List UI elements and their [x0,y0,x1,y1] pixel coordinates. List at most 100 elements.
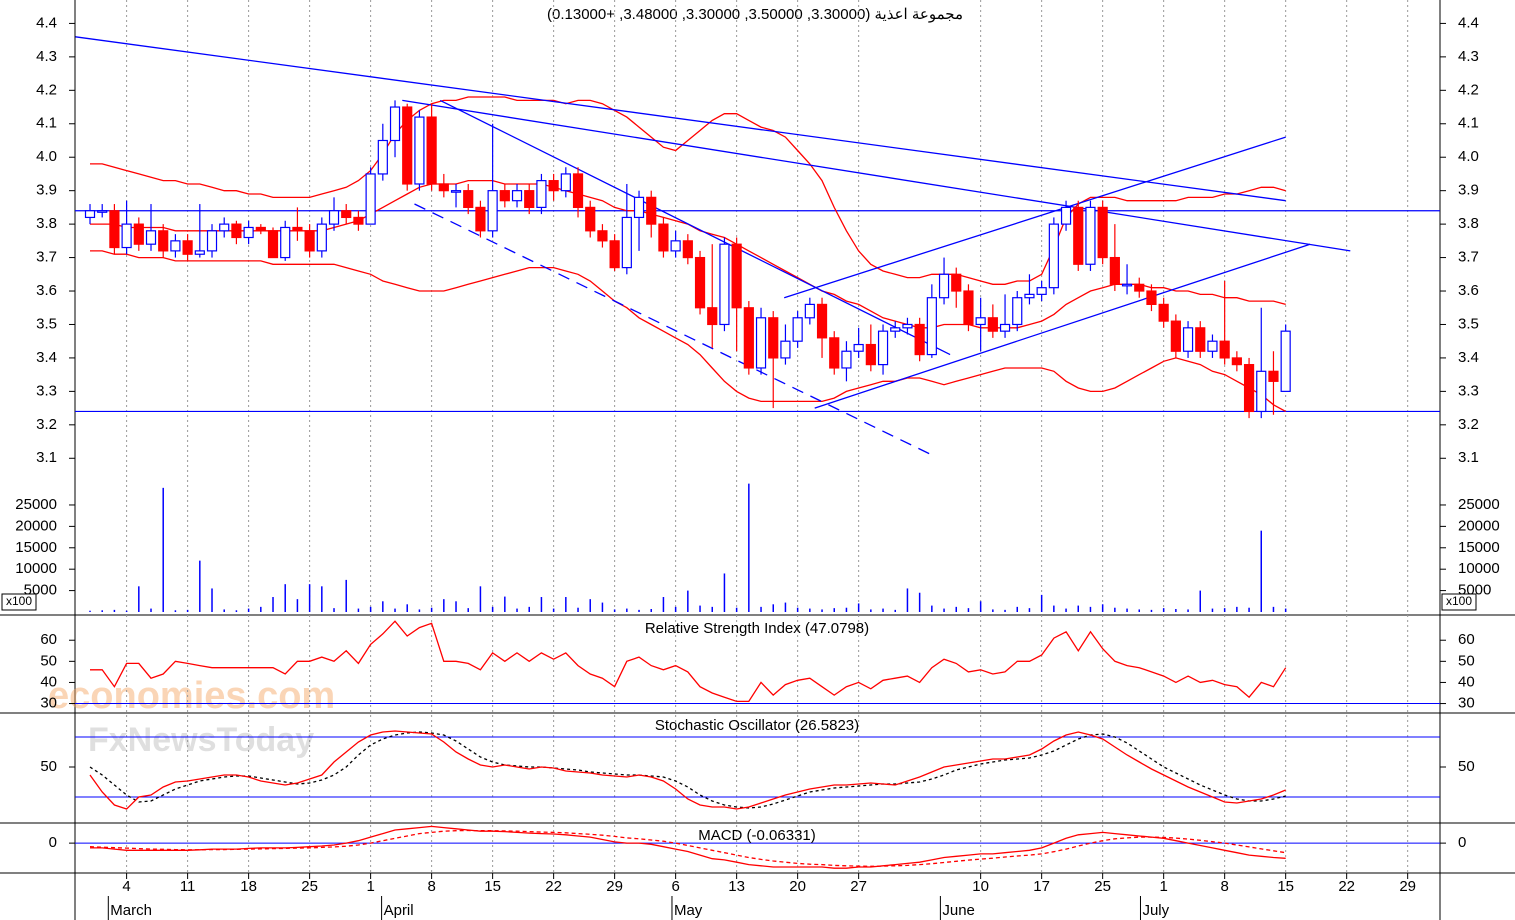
candle-body [1048,223,1059,289]
candle-body [133,223,144,245]
candle-body [292,226,303,232]
candle-body [1195,327,1206,352]
unit-label: x100 [6,594,32,608]
candle-body [145,230,157,245]
y-tick-label: 30 [1458,695,1475,712]
candle-body [377,139,388,175]
candle-body [194,250,205,255]
candle-body [743,307,754,369]
x-tick-label: 11 [180,878,196,895]
candle-body [536,180,547,208]
y-tick-label: 3.2 [1458,416,1479,433]
y-tick-label: 0 [49,834,57,851]
panel-title: Relative Strength Index (47.0798) [645,620,869,637]
x-tick-label: 27 [850,878,867,895]
candle-body [890,327,901,332]
y-tick-label: 3.8 [1458,215,1479,232]
candle-body [780,340,791,359]
y-tick-label: 15000 [15,539,57,556]
unit-label: x100 [1446,594,1472,608]
candle-body [206,230,218,252]
candle-body [365,173,376,225]
candle-body [658,223,669,252]
candle-body [463,190,474,208]
x-tick-label: 29 [1399,878,1416,895]
y-tick-label: 25000 [1458,496,1500,513]
candle-body [1012,297,1023,326]
y-tick-label: 60 [40,631,57,648]
candle-body [572,173,584,208]
candle-body [1134,283,1145,292]
y-tick-label: 20000 [1458,517,1500,534]
candle-body [341,210,352,219]
candle-body [511,190,523,202]
candle-body [182,240,193,255]
candle-body [853,343,864,352]
y-tick-label: 3.4 [1458,349,1479,366]
chart-title: مجموعة اعذية (3.30000, 3.50000, 3.30000,… [547,6,963,23]
candle-body [987,317,998,332]
y-tick-label: 3.5 [1458,315,1479,332]
x-tick-label: 15 [484,878,501,895]
y-tick-label: 4.4 [36,14,57,31]
y-tick-label: 4.2 [36,81,57,98]
candle-body [951,273,962,292]
candle-body [633,196,645,219]
candle-body [682,240,693,259]
candle-body [109,210,120,249]
x-tick-label: 22 [1338,878,1355,895]
x-tick-label: 25 [1094,878,1111,895]
candle-body [402,106,413,185]
y-tick-label: 0 [1458,834,1466,851]
candle-body [1036,287,1047,295]
x-tick-label: 18 [240,878,257,895]
month-label: May [674,902,703,919]
y-tick-label: 10000 [1458,560,1500,577]
y-tick-label: 3.4 [36,349,57,366]
candle-body [158,230,169,252]
unit-box [1441,593,1477,611]
trend-line [814,243,1311,409]
y-tick-label: 3.7 [36,249,57,266]
x-tick-label: 29 [606,878,623,895]
candle-body [219,223,230,232]
candle-body [316,223,327,252]
candle-body [768,317,779,359]
x-tick-label: 22 [545,878,562,895]
y-tick-label: 3.6 [1458,282,1479,299]
y-tick-label: 25000 [15,496,57,513]
y-tick-label: 4.4 [1458,14,1479,31]
x-tick-label: 8 [1220,878,1228,895]
candle-body [938,273,950,299]
candle-body [1182,327,1194,352]
candle-body [328,210,340,225]
x-tick-label: 1 [1159,878,1167,895]
x-tick-label: 8 [427,878,435,895]
candle-body [816,303,828,339]
x-tick-label: 17 [1033,878,1050,895]
y-tick-label: 50 [1458,758,1475,775]
candle-body [1219,340,1230,359]
candle-body [1121,283,1133,287]
candle-body [426,116,437,185]
y-tick-label: 3.9 [1458,182,1479,199]
candle-body [1243,364,1255,413]
x-tick-label: 20 [789,878,806,895]
candle-body [353,216,364,225]
x-tick-label: 4 [122,878,130,895]
x-tick-label: 13 [728,878,745,895]
y-tick-label: 40 [40,673,57,690]
watermark: economies.com [48,675,335,717]
candle-body [1280,330,1291,392]
x-tick-label: 1 [366,878,374,895]
candle-body [975,317,986,326]
candle-body [804,303,815,319]
candle-body [963,290,974,326]
candle-body [231,223,242,239]
candle-body [999,323,1011,332]
candle-body [97,210,108,213]
candle-body [560,173,571,192]
candle-body [792,317,803,342]
